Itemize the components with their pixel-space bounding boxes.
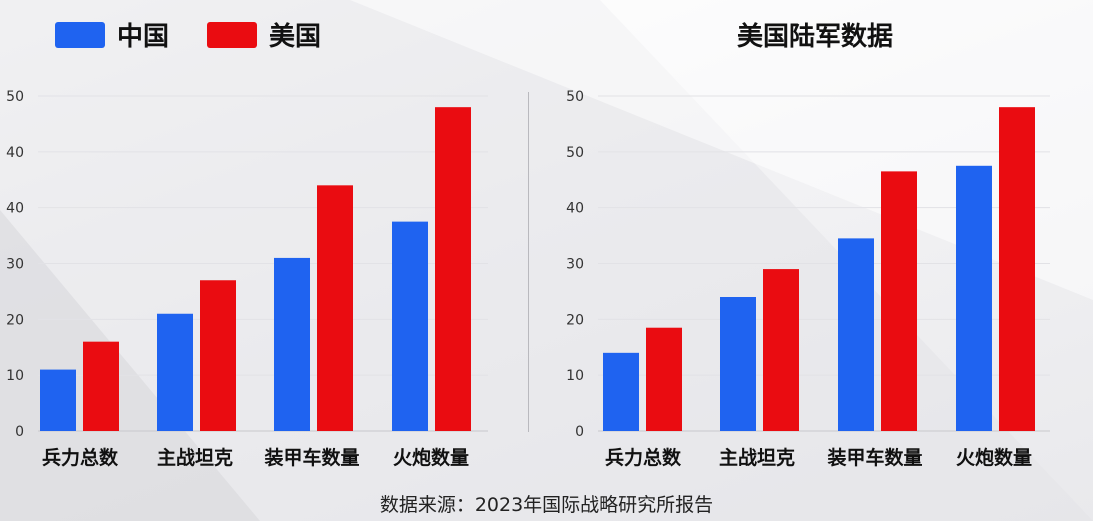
bar-usa: [317, 185, 353, 431]
bar-usa: [435, 107, 471, 432]
x-category-label: 火炮数量: [956, 446, 1032, 469]
bar-usa: [881, 171, 917, 431]
legend: 中国 美国: [55, 16, 359, 53]
y-tick-label: 50: [6, 89, 24, 105]
x-category-label: 火炮数量: [393, 446, 469, 469]
bar-china: [838, 238, 874, 431]
bar-china: [157, 313, 193, 431]
bar-china: [603, 352, 639, 431]
y-tick-label: 10: [566, 368, 584, 384]
legend-item-usa: 美国: [207, 16, 321, 53]
legend-label-china: 中国: [117, 22, 170, 52]
x-category-label: 兵力总数: [42, 446, 119, 469]
legend-swatch-china: [55, 21, 105, 48]
y-tick-label: 30: [6, 257, 24, 273]
y-tick-label: 40: [6, 201, 24, 217]
y-tick-label: 40: [566, 201, 584, 217]
x-category-label: 兵力总数: [605, 446, 682, 469]
bar-usa: [999, 107, 1035, 432]
y-tick-label: 20: [566, 312, 584, 328]
legend-item-china: 中国: [55, 16, 169, 53]
bar-usa: [200, 280, 236, 431]
y-tick-label: 50: [566, 89, 584, 105]
y-tick-label: 50: [566, 145, 584, 161]
x-category-label: 主战坦克: [157, 446, 233, 469]
chart-divider: [528, 92, 529, 432]
right-chart-title: 美国陆军数据: [736, 22, 893, 52]
legend-swatch-usa: [207, 21, 258, 48]
y-tick-label: 0: [15, 424, 24, 440]
bar-china: [720, 297, 756, 431]
bar-china: [40, 369, 76, 431]
legend-label-usa: 美国: [269, 22, 322, 52]
y-tick-label: 10: [6, 368, 24, 384]
y-tick-label: 20: [6, 312, 24, 328]
x-category-label: 装甲车数量: [826, 446, 922, 469]
bar-china: [274, 257, 310, 431]
bar-usa: [83, 341, 119, 431]
bar-china: [956, 165, 992, 431]
source-note: 数据来源：2023年国际战略研究所报告: [379, 494, 714, 516]
x-category-label: 装甲车数量: [263, 446, 359, 469]
bar-usa: [763, 269, 799, 431]
y-tick-label: 0: [575, 424, 584, 440]
y-tick-label: 30: [566, 257, 584, 273]
bar-china: [392, 221, 428, 431]
y-tick-label: 40: [6, 145, 24, 161]
x-category-label: 主战坦克: [719, 446, 795, 469]
bar-usa: [646, 327, 682, 431]
